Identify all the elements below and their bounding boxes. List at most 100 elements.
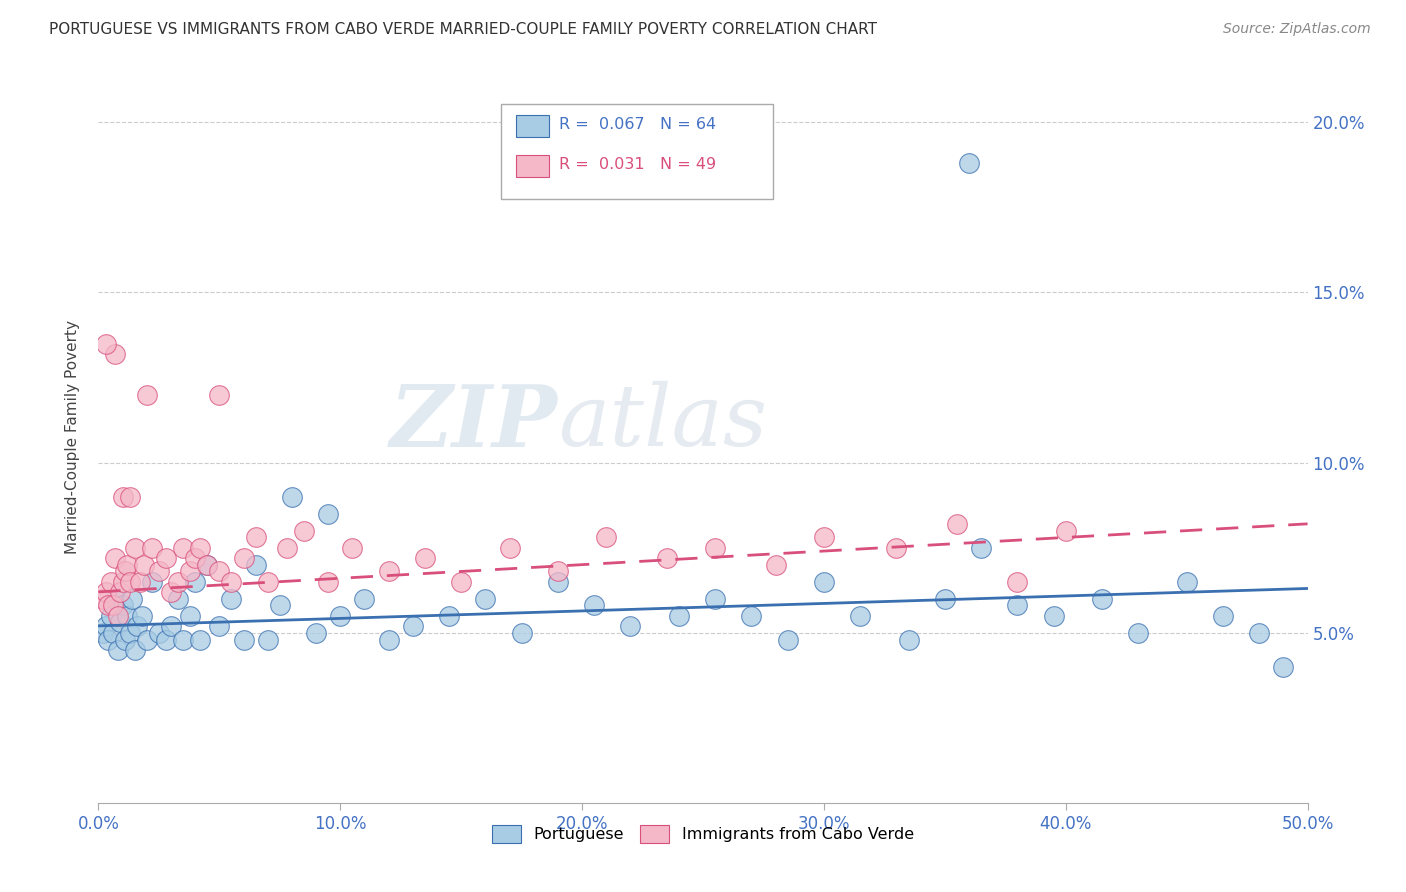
Point [124,642,146,657]
Y-axis label: Married-Couple Family Poverty: Married-Couple Family Poverty [65,320,80,554]
Point [342,541,364,555]
Point [104,550,127,565]
Point [128,574,150,589]
Point [111,574,134,589]
Point [316,507,339,521]
Point [329,608,352,623]
Point [377,632,399,647]
Point [117,558,139,572]
Point [179,608,201,623]
Point [1212,608,1234,623]
Text: PORTUGUESE VS IMMIGRANTS FROM CABO VERDE MARRIED-COUPLE FAMILY POVERTY CORRELATI: PORTUGUESE VS IMMIGRANTS FROM CABO VERDE… [49,22,877,37]
Point [184,574,207,589]
Point [619,619,641,633]
Point [547,565,569,579]
Text: atlas: atlas [558,381,768,464]
Point [100,608,122,623]
Point [111,599,134,613]
Point [124,541,146,555]
Point [184,550,207,565]
Point [316,574,339,589]
Bar [516,155,550,178]
Point [101,625,124,640]
Point [934,591,956,606]
Point [134,558,156,572]
Point [510,625,533,640]
Point [114,565,136,579]
Point [94,619,117,633]
Point [94,585,117,599]
Point [160,585,183,599]
Point [148,625,170,640]
Point [135,632,157,647]
Point [245,531,267,545]
Point [121,591,143,606]
Point [886,541,908,555]
Point [1091,591,1114,606]
Point [1128,625,1150,640]
Point [547,574,569,589]
Point [970,541,993,555]
Point [208,387,231,401]
Point [101,599,124,613]
Point [221,574,243,589]
Text: Source: ZipAtlas.com: Source: ZipAtlas.com [1223,22,1371,37]
Point [1175,574,1198,589]
Point [118,490,141,504]
Point [97,599,120,613]
Point [498,541,520,555]
Point [167,591,190,606]
Legend: Portuguese, Immigrants from Cabo Verde: Portuguese, Immigrants from Cabo Verde [486,819,920,850]
Point [108,615,131,630]
Point [1007,599,1029,613]
Point [135,387,157,401]
Point [655,550,678,565]
Point [117,608,139,623]
Point [377,565,399,579]
Point [849,608,872,623]
Point [413,550,436,565]
Point [292,524,315,538]
Point [704,591,727,606]
Point [402,619,425,633]
Bar [516,115,550,137]
Point [232,632,254,647]
Point [172,541,194,555]
Point [111,490,134,504]
Point [179,565,201,579]
Point [740,608,762,623]
Point [583,599,606,613]
Point [1042,608,1064,623]
Point [94,336,117,351]
Text: R =  0.031   N = 49: R = 0.031 N = 49 [560,157,716,172]
Point [208,619,231,633]
Point [148,565,170,579]
Point [1272,659,1295,673]
Point [281,490,304,504]
Point [188,632,211,647]
Point [195,558,218,572]
Point [107,608,129,623]
Point [668,608,690,623]
Point [208,565,231,579]
Point [232,550,254,565]
Point [114,632,136,647]
Point [1054,524,1077,538]
Point [160,619,183,633]
Point [765,558,787,572]
Point [450,574,472,589]
Point [813,531,835,545]
Point [195,558,218,572]
FancyBboxPatch shape [501,104,773,200]
Point [245,558,267,572]
Point [1249,625,1271,640]
Point [957,156,980,170]
Point [108,585,131,599]
Point [91,591,114,606]
Point [276,541,298,555]
Point [474,591,496,606]
Point [704,541,727,555]
Point [221,591,243,606]
Point [97,632,120,647]
Point [127,619,149,633]
